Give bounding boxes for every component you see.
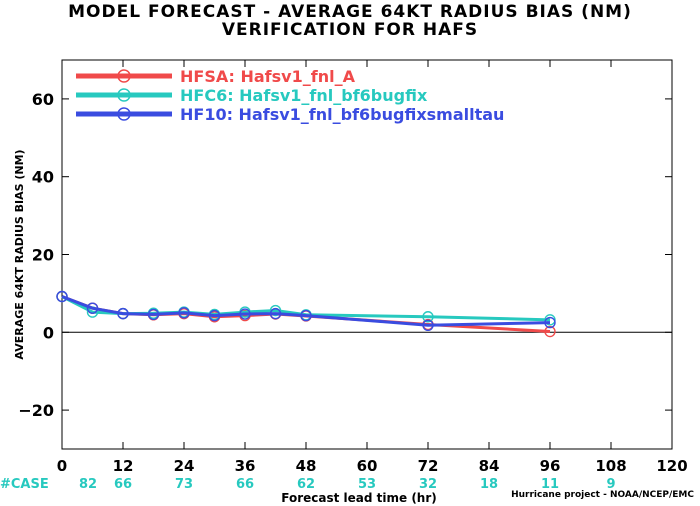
- chart-title: MODEL FORECAST - AVERAGE 64KT RADIUS BIA…: [68, 2, 632, 22]
- x-tick-label: 60: [357, 457, 378, 475]
- case-count: 82: [79, 477, 97, 492]
- data-point-2: [269, 307, 282, 320]
- x-tick-label: 108: [595, 457, 626, 475]
- legend-marker-1: [117, 88, 131, 102]
- x-axis-label: Forecast lead time (hr): [281, 491, 437, 505]
- data-point-2: [208, 309, 221, 322]
- y-tick-label: 60: [32, 90, 54, 109]
- data-point-1: [422, 311, 434, 323]
- x-tick-label: 24: [174, 457, 195, 475]
- case-count: 18: [480, 477, 498, 492]
- legend-marker-2: [117, 107, 131, 121]
- legend-marker-0: [117, 69, 131, 83]
- data-point-2: [147, 308, 160, 321]
- legend-entry-0: HFSA: Hafsv1_fnl_A: [180, 67, 356, 86]
- x-tick-label: 96: [540, 457, 561, 475]
- data-point-2: [117, 307, 129, 320]
- data-point-2: [422, 319, 434, 331]
- y-axis-label: AVERAGE 64KT RADIUS BIAS (NM): [13, 149, 26, 359]
- case-count: 73: [175, 477, 193, 492]
- case-count: 62: [297, 477, 315, 492]
- y-tick-label: 40: [32, 168, 54, 187]
- x-tick-label: 84: [479, 457, 500, 475]
- case-count: 11: [541, 477, 559, 492]
- case-count: 66: [114, 477, 132, 492]
- y-tick-label: −20: [18, 401, 54, 420]
- case-count: 66: [236, 477, 254, 492]
- case-count: 32: [419, 477, 437, 492]
- data-point-2: [86, 302, 99, 314]
- series-line-2: [61, 295, 551, 327]
- legend-entry-1: HFC6: Hafsv1_fnl_bf6bugfix: [180, 86, 428, 105]
- data-point-2: [56, 290, 68, 303]
- data-point-2: [178, 307, 190, 319]
- y-tick-label: 20: [32, 246, 54, 265]
- data-point-2: [300, 309, 312, 322]
- data-point-2: [544, 316, 556, 329]
- x-tick-label: 12: [113, 457, 134, 475]
- x-tick-label: 48: [296, 457, 317, 475]
- data-point-0: [544, 325, 556, 338]
- x-tick-label: 36: [235, 457, 256, 475]
- case-count: 9: [606, 477, 615, 492]
- chart-subtitle: VERIFICATION FOR HAFS: [221, 20, 479, 40]
- x-tick-label: 120: [656, 457, 687, 475]
- legend-entry-2: HF10: Hafsv1_fnl_bf6bugfixsmalltau: [180, 105, 504, 124]
- case-count: 53: [358, 477, 376, 492]
- x-tick-label: 0: [57, 457, 67, 475]
- x-tick-label: 72: [418, 457, 439, 475]
- data-point-2: [239, 308, 251, 320]
- footer-credit: Hurricane project - NOAA/NCEP/EMC: [511, 490, 694, 500]
- y-tick-label: 0: [43, 323, 54, 342]
- data-point-1: [269, 304, 282, 317]
- case-count-label: #CASE: [0, 477, 49, 492]
